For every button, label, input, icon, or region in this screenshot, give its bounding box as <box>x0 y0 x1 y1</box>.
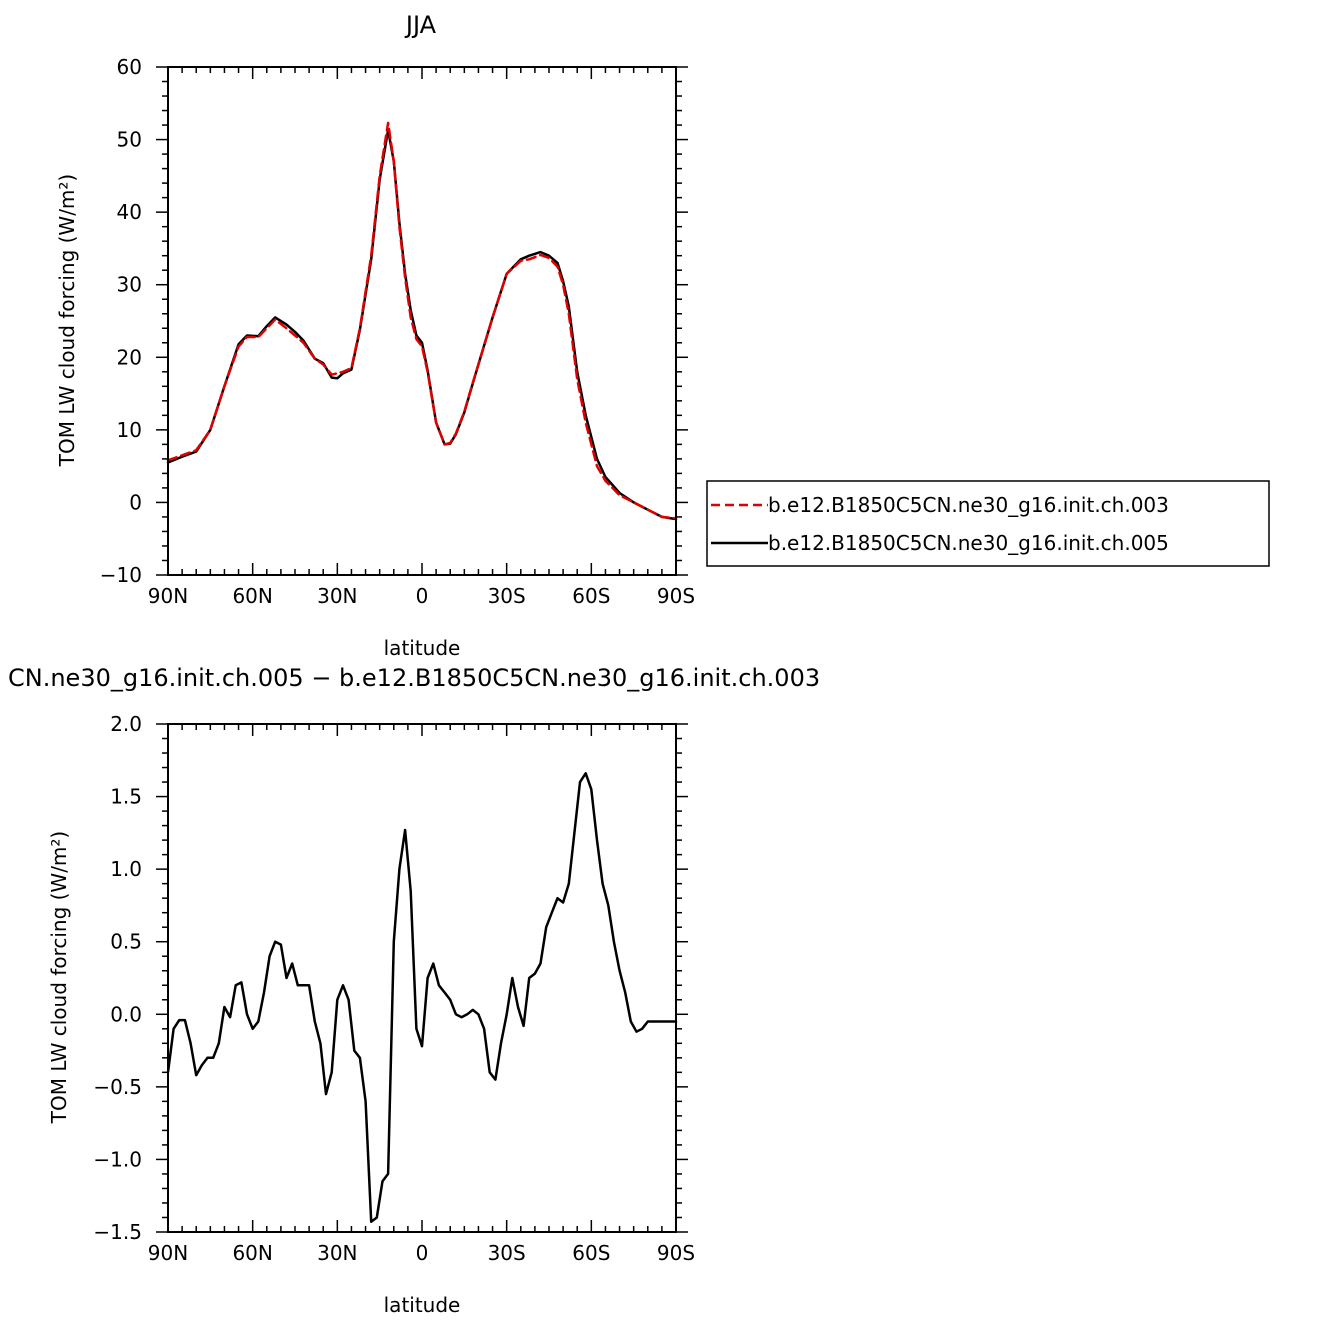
top-x-axis-title: latitude <box>384 636 461 660</box>
bottom-panel: CN.ne30_g16.init.ch.005 − b.e12.B1850C5C… <box>8 664 820 1317</box>
bottom-axis-ticks <box>156 723 688 1233</box>
x-tick-label: 60N <box>232 1241 272 1265</box>
legend-label-003: b.e12.B1850C5CN.ne30_g16.init.ch.003 <box>768 493 1169 517</box>
y-tick-label: 50 <box>117 128 142 152</box>
legend-box <box>706 480 1270 567</box>
legend-label-005: b.e12.B1850C5CN.ne30_g16.init.ch.005 <box>768 531 1169 555</box>
top-series-lines <box>166 121 678 521</box>
x-tick-label: 30N <box>317 584 357 608</box>
y-tick-label: 60 <box>117 55 142 79</box>
series-line-1 <box>166 128 678 521</box>
y-tick-label: 20 <box>117 345 142 369</box>
y-tick-label: 1.0 <box>110 857 142 881</box>
series-line-0 <box>166 121 678 520</box>
x-tick-label: 30S <box>488 1241 526 1265</box>
x-tick-label: 90N <box>148 1241 188 1265</box>
bottom-series-lines <box>166 772 678 1224</box>
y-tick-label: 0 <box>129 490 142 514</box>
bottom-chart-title: CN.ne30_g16.init.ch.005 − b.e12.B1850C5C… <box>8 664 820 692</box>
bottom-x-axis-title: latitude <box>384 1293 461 1317</box>
legend: b.e12.B1850C5CN.ne30_g16.init.ch.003 b.e… <box>706 480 1270 567</box>
x-tick-label: 60N <box>232 584 272 608</box>
y-tick-label: −10 <box>100 563 142 587</box>
y-tick-label: 40 <box>117 200 142 224</box>
bottom-y-axis-title: TOM LW cloud forcing (W/m²) <box>47 831 71 1125</box>
y-tick-label: 1.5 <box>110 785 142 809</box>
y-tick-label: −1.0 <box>93 1147 142 1171</box>
y-tick-label: 2.0 <box>110 712 142 736</box>
x-tick-label: 30N <box>317 1241 357 1265</box>
x-tick-label: 90S <box>657 584 695 608</box>
x-tick-label: 0 <box>416 1241 429 1265</box>
x-tick-label: 90S <box>657 1241 695 1265</box>
y-tick-label: 10 <box>117 418 142 442</box>
top-tick-labels: 90N 60N 30N 0 30S 60S 90S −10 0 10 20 30 40 50 60 <box>100 55 695 608</box>
top-y-axis-title: TOM LW cloud forcing (W/m²) <box>55 174 79 468</box>
top-panel: JJA TOM LW cloud forcing (W/m²) latitude… <box>55 11 695 660</box>
y-tick-label: −0.5 <box>93 1075 142 1099</box>
y-tick-label: −1.5 <box>93 1220 142 1244</box>
series-line-0 <box>166 772 678 1224</box>
bottom-tick-labels: 90N 60N 30N 0 30S 60S 90S −1.5 −1.0 −0.5 0.0 0.5 1.0… <box>93 712 695 1265</box>
x-tick-label: 60S <box>572 1241 610 1265</box>
top-axis-ticks <box>156 66 688 576</box>
x-tick-label: 30S <box>488 584 526 608</box>
top-plot-frame <box>167 66 677 576</box>
bottom-plot-frame <box>167 723 677 1233</box>
y-tick-label: 0.0 <box>110 1002 142 1026</box>
x-tick-label: 0 <box>416 584 429 608</box>
top-chart-title: JJA <box>404 11 437 39</box>
x-tick-label: 90N <box>148 584 188 608</box>
y-tick-label: 0.5 <box>110 930 142 954</box>
y-tick-label: 30 <box>117 273 142 297</box>
x-tick-label: 60S <box>572 584 610 608</box>
